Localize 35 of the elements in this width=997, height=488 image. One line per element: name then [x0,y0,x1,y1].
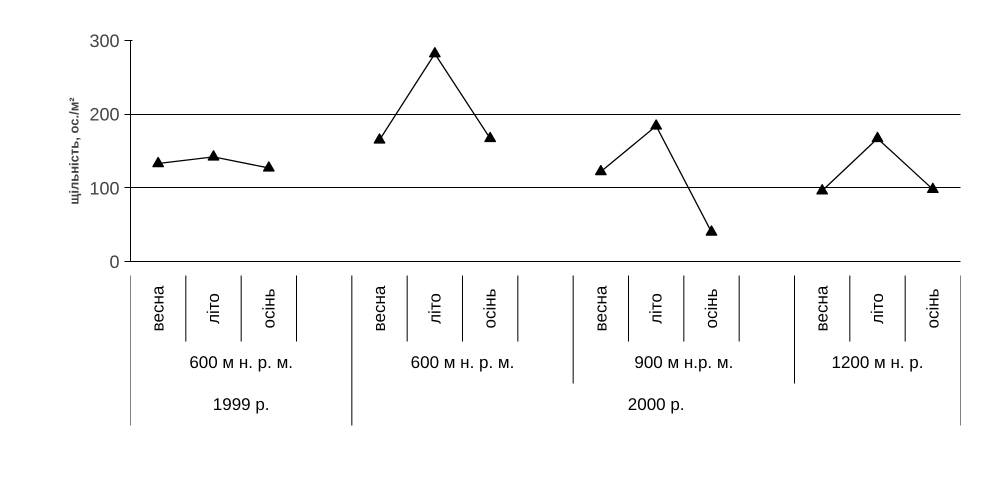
x-tick-label: осінь [923,288,942,328]
point [428,46,441,58]
text: 2000 р. [628,395,685,414]
x-tick-label: літо [425,293,444,324]
point [594,164,607,176]
y-axis-title: щільність, ос./м² [66,96,82,205]
x-tick-label: осінь [480,288,500,328]
x-tick-label: осінь [702,288,721,328]
y-tick-label: 0 [109,252,120,272]
text: 900 м н.р. м. [634,353,734,372]
point [262,161,275,172]
y-tick-label: 100 [89,178,120,198]
x-tick-label: осінь [259,288,278,328]
x-tick-label: літо [646,293,666,324]
x-tick-label: літо [204,293,223,324]
point [484,132,496,142]
point [650,119,662,130]
point [152,156,164,168]
text: 600 м н. р. м. [189,353,293,372]
x-tick-label: весна [148,285,168,332]
point [208,150,220,161]
point [872,132,884,142]
point [926,182,939,193]
x-tick-label: весна [370,285,389,332]
point [374,133,386,144]
x-tick-label: весна [591,285,610,332]
point [706,225,718,236]
text: 1999 р. [212,395,270,414]
y-tick-label: 200 [89,104,120,125]
text: 1200 м н. р. [832,353,924,372]
text: 600 м н. р. м. [410,353,514,372]
x-tick-label: весна [812,285,832,332]
point [816,184,828,194]
y-tick-label: 300 [89,31,120,51]
x-tick-label: літо [868,293,887,324]
